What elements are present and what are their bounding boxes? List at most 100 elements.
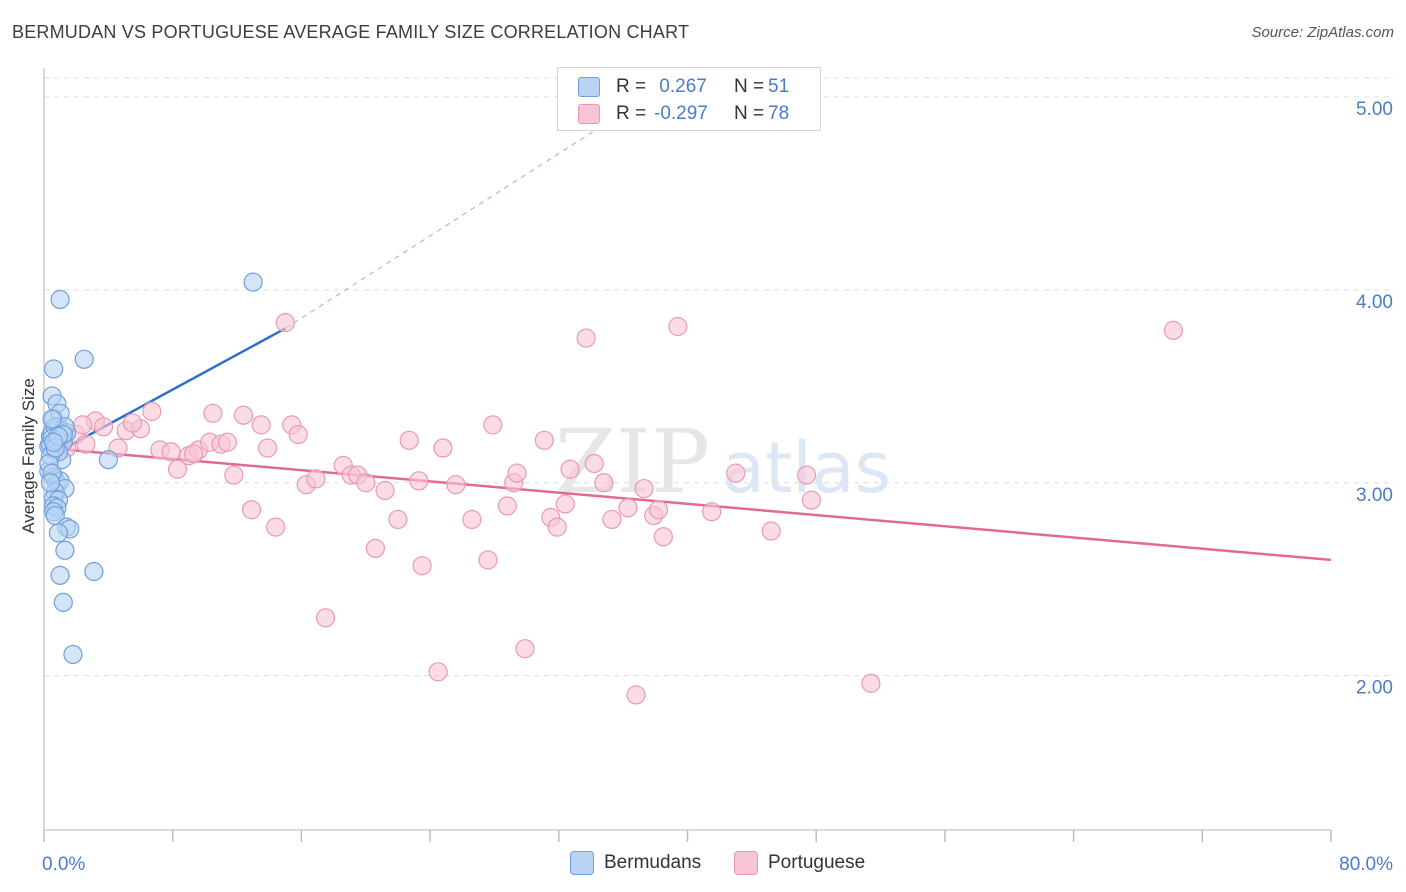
legend-swatch-pink	[578, 104, 600, 124]
portuguese-point	[547, 517, 567, 537]
bermudan-point	[50, 565, 70, 585]
portuguese-point	[648, 500, 669, 520]
portuguese-point	[428, 662, 448, 682]
portuguese-label: Portuguese	[768, 852, 866, 873]
bermudan-point	[42, 409, 62, 429]
legend-swatch-blue	[578, 77, 600, 97]
portuguese-point	[412, 556, 432, 576]
x-ticks	[43, 830, 1332, 842]
y-tick-label: 3.00	[1356, 485, 1393, 506]
portuguese-point	[365, 538, 386, 558]
legend-row-portuguese: R = -0.297 N = 78	[558, 100, 789, 128]
portuguese-point	[507, 463, 527, 483]
legend-r-value: 0.267	[654, 76, 707, 97]
bermudan-point	[48, 523, 69, 543]
portuguese-point	[266, 517, 286, 537]
portuguese-point	[555, 494, 575, 514]
portuguese-point	[258, 438, 278, 458]
portuguese-point	[653, 527, 673, 547]
portuguese-point	[584, 453, 604, 474]
portuguese-point	[515, 639, 535, 659]
bermudan-point	[74, 349, 94, 369]
bermudan-point	[44, 359, 64, 379]
portuguese-point	[576, 328, 596, 348]
x-tick-label: 80.0%	[1339, 854, 1393, 875]
bermudan-point	[55, 540, 75, 560]
correlation-legend: R = 0.267 N = 51 R = -0.297 N = 78	[557, 67, 821, 131]
portuguese-point	[388, 509, 408, 530]
bermudan-trend-extension	[284, 111, 624, 329]
portuguese-point	[433, 438, 453, 458]
portuguese-point	[241, 500, 262, 520]
legend-r-label: R =	[616, 76, 647, 97]
portuguese-point	[446, 475, 466, 495]
portuguese-point	[167, 459, 188, 479]
portuguese-point	[462, 509, 482, 530]
x-tick-labels: 0.0% 80.0%	[42, 854, 1393, 875]
portuguese-point	[861, 673, 881, 693]
portuguese-point	[217, 432, 237, 452]
bermudan-point	[40, 473, 61, 493]
portuguese-point	[801, 490, 821, 510]
portuguese-point	[122, 413, 143, 433]
portuguese-point	[409, 471, 429, 491]
portuguese-point	[560, 459, 580, 479]
portuguese-point	[306, 469, 326, 489]
portuguese-point	[702, 502, 722, 522]
legend-n-label: N =	[734, 103, 765, 124]
portuguese-point	[184, 444, 204, 464]
portuguese-point	[796, 465, 817, 485]
bermudan-point	[98, 450, 118, 470]
legend-n-value: 51	[768, 76, 790, 97]
portuguese-point	[375, 480, 395, 501]
legend-r-label: R =	[616, 103, 647, 124]
portuguese-point	[73, 415, 93, 435]
portuguese-point	[478, 550, 498, 570]
portuguese-point	[483, 415, 503, 435]
portuguese-point	[288, 424, 308, 445]
portuguese-point	[399, 430, 419, 450]
portuguese-point	[1163, 320, 1183, 340]
grid-lines	[44, 77, 1395, 677]
portuguese-point	[233, 405, 254, 425]
y-tick-labels: 2.00 3.00 4.00 5.00	[1356, 99, 1393, 699]
portuguese-point	[356, 473, 376, 493]
legend-r-value: -0.297	[654, 103, 708, 124]
portuguese-swatch	[734, 851, 758, 875]
portuguese-point	[534, 430, 554, 450]
watermark-zip: ZIP	[555, 410, 710, 513]
portuguese-point	[275, 313, 295, 333]
y-tick-label: 5.00	[1356, 99, 1393, 120]
bermudan-point	[84, 561, 104, 582]
portuguese-point	[618, 498, 638, 518]
legend-n-label: N =	[734, 76, 765, 97]
portuguese-point	[726, 463, 746, 483]
bermudan-point	[63, 644, 83, 665]
portuguese-point	[224, 465, 244, 485]
source-note: Source: ZipAtlas.com	[1251, 24, 1394, 41]
portuguese-point	[142, 401, 162, 421]
portuguese-point	[602, 509, 622, 530]
bermudan-point	[53, 592, 73, 612]
portuguese-point	[203, 403, 223, 423]
portuguese-point	[315, 608, 336, 628]
legend-n-value: 78	[768, 103, 790, 124]
legend-item-portuguese: Portuguese	[734, 851, 865, 875]
bermudan-points	[39, 272, 263, 665]
bermudan-point	[44, 432, 64, 452]
chart-title: BERMUDAN VS PORTUGUESE AVERAGE FAMILY SI…	[12, 22, 690, 42]
portuguese-point	[634, 478, 654, 499]
portuguese-point	[761, 521, 781, 541]
series-legend: Bermudans Portuguese	[0, 851, 1406, 879]
portuguese-point	[497, 496, 517, 516]
portuguese-point	[668, 316, 688, 337]
portuguese-point	[251, 415, 271, 435]
bermudan-point	[50, 289, 70, 310]
bermudans-label: Bermudans	[604, 852, 702, 873]
legend-item-bermudans: Bermudans	[570, 851, 701, 875]
portuguese-trend-line	[47, 446, 1332, 562]
bermudans-swatch	[570, 851, 594, 875]
portuguese-point	[161, 442, 181, 462]
y-tick-label: 4.00	[1356, 292, 1393, 313]
